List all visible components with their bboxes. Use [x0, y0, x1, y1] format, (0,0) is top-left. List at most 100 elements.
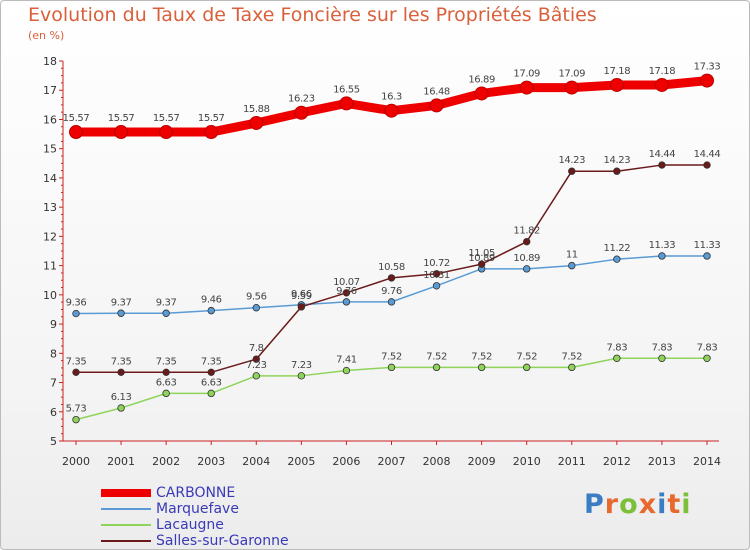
data-point-carbonne: [429, 98, 444, 113]
data-point-lacaugne: [252, 372, 260, 380]
data-label-lacaugne: 7.41: [336, 355, 357, 366]
data-point-lacaugne: [613, 354, 621, 362]
logo-letter: x: [638, 489, 658, 520]
proxiti-logo: Proxiti: [584, 489, 692, 520]
data-label-lacaugne: 7.83: [607, 342, 628, 353]
data-point-carbonne: [204, 125, 219, 140]
data-label-lacaugne: 7.23: [291, 360, 312, 371]
data-label-lacaugne: 7.52: [516, 351, 537, 362]
logo-letter: o: [619, 489, 639, 520]
data-point-lacaugne: [387, 363, 396, 372]
data-label-salles-sur-garonne: 10.58: [378, 262, 405, 273]
data-label-marquefave: 11.22: [604, 243, 631, 254]
x-tick-label: 2012: [603, 455, 631, 468]
data-label-carbonne: 16.23: [288, 94, 315, 105]
x-tick-label: 2014: [693, 455, 721, 468]
data-point-salles-sur-garonne: [387, 274, 396, 282]
data-label-marquefave: 9.66: [291, 289, 312, 300]
data-label-carbonne: 16.3: [381, 92, 402, 103]
data-point-salles-sur-garonne: [252, 355, 260, 363]
y-tick-label: 17: [43, 84, 57, 97]
y-tick-label: 13: [43, 201, 57, 214]
y-tick-label: 15: [43, 143, 57, 156]
data-label-salles-sur-garonne: 7.35: [156, 356, 177, 367]
data-label-marquefave: 9.36: [66, 298, 87, 309]
data-point-carbonne: [69, 125, 83, 140]
data-label-marquefave: 11.33: [649, 240, 676, 251]
logo-letter: t: [667, 489, 682, 520]
data-label-salles-sur-garonne: 10.72: [423, 258, 450, 269]
data-label-lacaugne: 6.63: [201, 377, 222, 388]
x-tick-label: 2000: [62, 455, 90, 468]
data-label-marquefave: 9.46: [201, 295, 222, 306]
data-point-carbonne: [159, 125, 174, 140]
data-point-carbonne: [609, 77, 624, 92]
data-label-carbonne: 16.48: [423, 86, 450, 97]
logo-letter: P: [584, 489, 605, 520]
y-tick-label: 18: [43, 55, 57, 68]
x-tick-label: 2013: [648, 455, 676, 468]
data-point-salles-sur-garonne: [658, 161, 666, 169]
legend-swatch-carbonne: [101, 489, 151, 497]
data-point-carbonne: [249, 115, 264, 130]
data-label-carbonne: 17.09: [513, 69, 540, 80]
data-point-marquefave: [117, 309, 125, 317]
data-point-salles-sur-garonne: [477, 260, 486, 268]
data-label-salles-sur-garonne: 14.44: [649, 149, 676, 160]
data-point-marquefave: [342, 298, 351, 306]
data-point-lacaugne: [207, 389, 215, 398]
data-point-salles-sur-garonne: [117, 368, 125, 377]
data-label-salles-sur-garonne: 7.35: [201, 356, 222, 367]
data-point-marquefave: [523, 265, 531, 273]
data-label-lacaugne: 6.13: [111, 392, 132, 403]
data-point-marquefave: [387, 298, 396, 306]
data-point-marquefave: [658, 252, 666, 260]
data-label-marquefave: 9.76: [381, 286, 402, 297]
data-label-carbonne: 15.57: [153, 113, 180, 124]
x-tick-label: 2004: [242, 455, 270, 468]
data-point-carbonne: [339, 96, 354, 111]
data-point-salles-sur-garonne: [342, 289, 351, 297]
data-label-carbonne: 17.09: [558, 69, 585, 80]
data-label-carbonne: 17.33: [694, 62, 721, 73]
data-label-marquefave: 11: [566, 250, 578, 261]
data-point-lacaugne: [432, 363, 441, 372]
data-point-carbonne: [654, 77, 669, 92]
data-point-salles-sur-garonne: [613, 167, 621, 175]
data-label-lacaugne: 7.52: [381, 351, 402, 362]
data-label-carbonne: 15.57: [198, 113, 225, 124]
logo-letter: i: [657, 489, 668, 520]
data-point-marquefave: [703, 252, 711, 260]
data-label-lacaugne: 5.73: [66, 404, 87, 415]
data-label-salles-sur-garonne: 11.82: [513, 226, 540, 237]
data-label-marquefave: 10.89: [468, 253, 495, 264]
data-label-lacaugne: 7.52: [426, 351, 447, 362]
series-layer: [69, 73, 714, 424]
x-tick-label: 2007: [378, 455, 406, 468]
data-label-carbonne: 17.18: [604, 66, 631, 77]
data-point-carbonne: [294, 105, 309, 120]
data-labels-layer: 5.73 6.13 6.63 6.63 7.23 7.23 7.41 7.52 7.52 7.52…: [63, 62, 721, 415]
legend-label-marquefave: Marquefave: [156, 501, 239, 517]
data-point-lacaugne: [162, 389, 170, 398]
data-point-carbonne: [474, 86, 489, 101]
data-point-carbonne: [564, 80, 579, 95]
y-tick-label: 16: [43, 113, 57, 126]
data-label-carbonne: 16.55: [333, 84, 360, 95]
data-point-salles-sur-garonne: [297, 303, 306, 311]
legend-swatch-marquefave: [101, 508, 151, 510]
y-tick-label: 7: [50, 377, 57, 390]
x-tick-label: 2009: [468, 455, 496, 468]
data-point-salles-sur-garonne: [523, 237, 531, 246]
data-label-salles-sur-garonne: 7.35: [111, 356, 132, 367]
data-point-marquefave: [432, 282, 441, 290]
data-label-salles-sur-garonne: 14.44: [694, 149, 721, 160]
data-label-lacaugne: 6.63: [156, 377, 177, 388]
data-label-lacaugne: 7.52: [471, 351, 492, 362]
data-label-salles-sur-garonne: 9.59: [291, 291, 312, 302]
data-label-salles-sur-garonne: 11.05: [468, 248, 495, 259]
y-tick-label: 5: [50, 435, 57, 448]
data-point-marquefave: [162, 309, 170, 317]
data-label-lacaugne: 7.52: [561, 351, 582, 362]
